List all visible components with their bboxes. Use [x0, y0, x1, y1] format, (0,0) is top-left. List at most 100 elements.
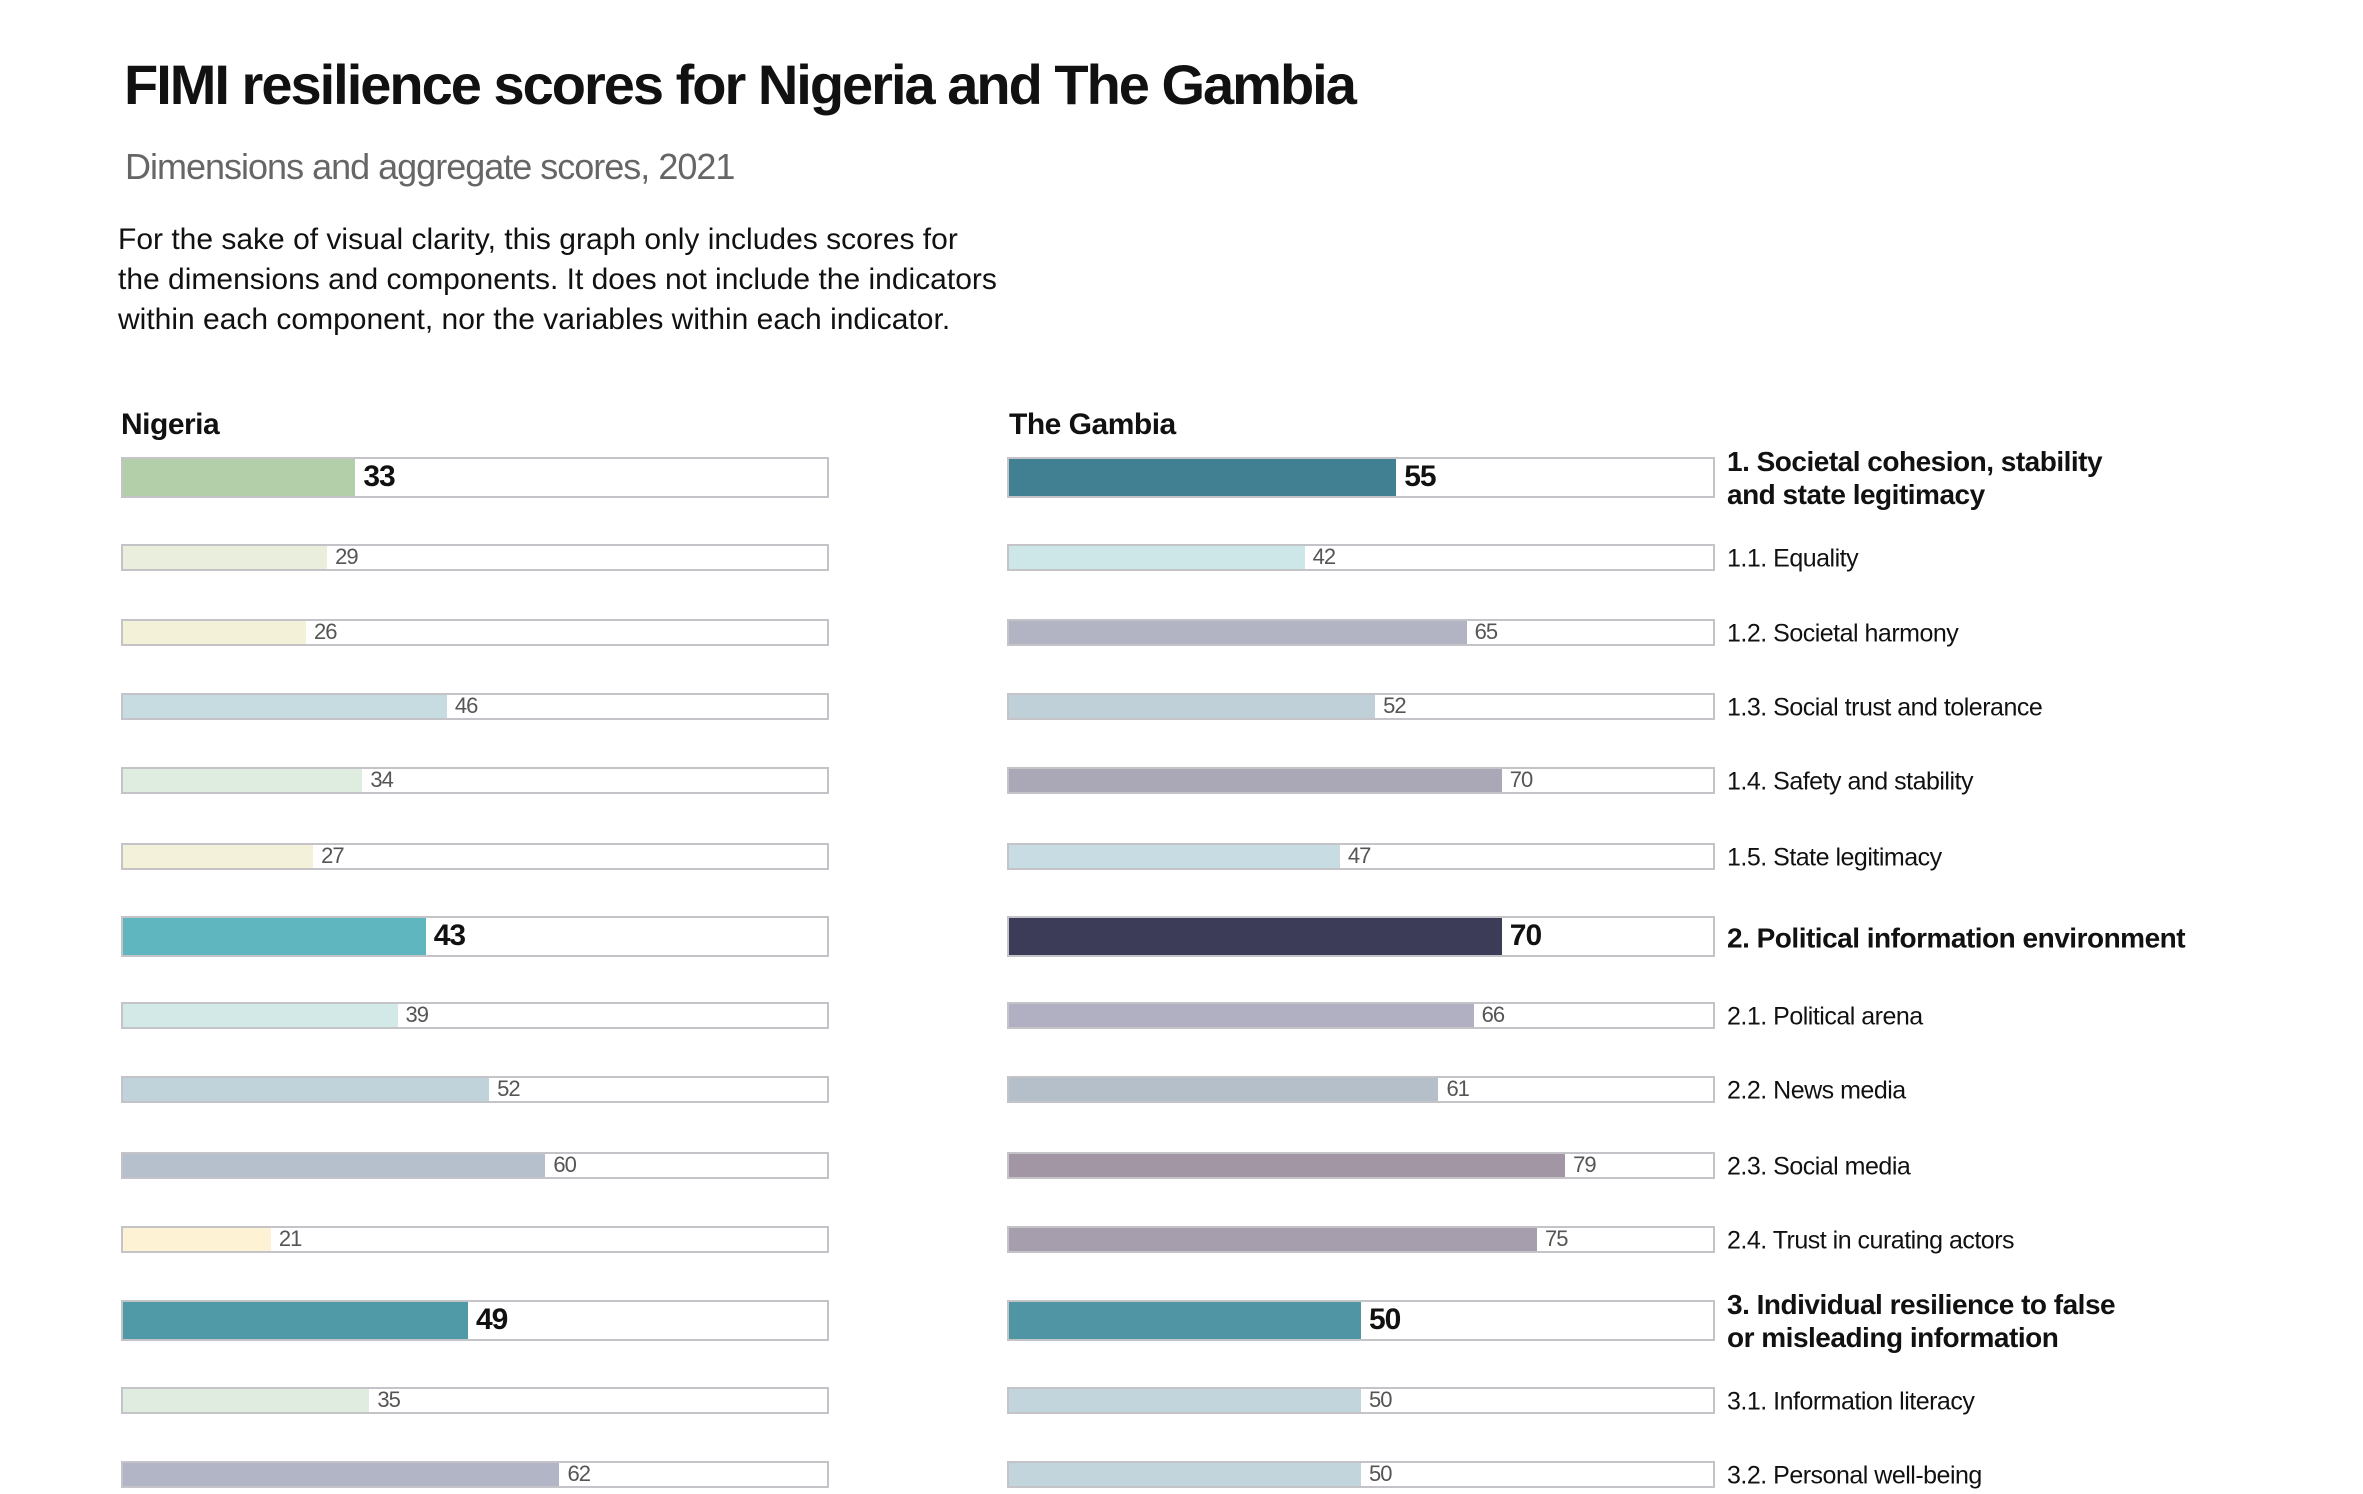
bar-gambia: [1009, 1003, 1474, 1027]
value-label: 42: [1312, 544, 1337, 569]
value-label: 27: [321, 843, 345, 868]
bar-gambia: [1009, 620, 1467, 644]
bar-track-gambia: 42: [1007, 543, 1715, 571]
bar-track-nigeria: 21: [121, 1225, 829, 1253]
bar-track-nigeria: 43: [121, 915, 829, 957]
value-label: 33: [363, 460, 395, 493]
value-label: 60: [553, 1152, 577, 1177]
bar-track-nigeria: 46: [121, 692, 829, 720]
value-label: 29: [335, 544, 359, 569]
category-label: 1. Societal cohesion, stability and stat…: [1727, 446, 2103, 510]
value-label: 39: [405, 1002, 430, 1027]
category-label: 1.5. State legitimacy: [1727, 843, 1942, 872]
value-label: 55: [1404, 460, 1436, 493]
bar-nigeria: [123, 1077, 490, 1101]
bar-track-gambia: 66: [1007, 1001, 1715, 1029]
bar-nigeria: [123, 917, 426, 955]
bar-gambia: [1009, 1227, 1537, 1251]
value-label: 66: [1481, 1002, 1506, 1027]
bar-nigeria: [123, 1462, 560, 1486]
value-label: 61: [1446, 1076, 1470, 1101]
category-label: 3. Individual resilience to false or mis…: [1727, 1289, 2116, 1353]
category-label: 2.2. News media: [1727, 1076, 1906, 1105]
bar-track-nigeria: 26: [121, 618, 829, 646]
bar-track-gambia: 75: [1007, 1225, 1715, 1253]
bar-gambia: [1009, 917, 1502, 955]
value-label: 26: [314, 619, 338, 644]
category-label: 1.3. Social trust and tolerance: [1727, 693, 2043, 722]
bar-gambia: [1009, 1301, 1361, 1339]
bar-track-nigeria: 35: [121, 1386, 829, 1414]
value-label: 46: [454, 693, 479, 718]
bar-nigeria: [123, 1153, 546, 1177]
panel-title-gambia: The Gambia: [1009, 408, 1176, 441]
bar-nigeria: [123, 694, 447, 718]
bar-gambia: [1009, 545, 1305, 569]
value-label: 62: [567, 1461, 591, 1486]
bar-track-gambia: 47: [1007, 842, 1715, 870]
value-label: 34: [370, 767, 394, 792]
bar-track-gambia: 50: [1007, 1386, 1715, 1414]
category-label: 2.3. Social media: [1727, 1152, 1911, 1181]
bar-nigeria: [123, 844, 314, 868]
bar-nigeria: [123, 1003, 398, 1027]
category-label: 2.1. Political arena: [1727, 1002, 1923, 1031]
bar-track-nigeria: 60: [121, 1151, 829, 1179]
bar-track-gambia: 65: [1007, 618, 1715, 646]
panel-title-nigeria: Nigeria: [121, 408, 220, 441]
bar-track-gambia: 55: [1007, 456, 1715, 498]
value-label: 50: [1369, 1461, 1393, 1486]
bar-gambia: [1009, 1462, 1361, 1486]
bar-track-nigeria: 52: [121, 1075, 829, 1103]
description-line: For the sake of visual clarity, this gra…: [118, 223, 958, 256]
value-label: 43: [433, 919, 466, 952]
bar-track-nigeria: 49: [121, 1299, 829, 1341]
value-label: 52: [1383, 693, 1407, 718]
bar-nigeria: [123, 768, 363, 792]
bar-track-nigeria: 34: [121, 766, 829, 794]
bar-track-gambia: 61: [1007, 1075, 1715, 1103]
bar-track-gambia: 52: [1007, 692, 1715, 720]
value-label: 79: [1573, 1152, 1597, 1177]
bar-nigeria: [123, 1388, 370, 1412]
value-label: 21: [278, 1226, 303, 1251]
bar-nigeria: [123, 545, 328, 569]
bar-track-nigeria: 62: [121, 1460, 829, 1488]
bar-track-nigeria: 33: [121, 456, 829, 498]
bar-gambia: [1009, 1388, 1361, 1412]
value-label: 35: [377, 1387, 401, 1412]
chart-subtitle: Dimensions and aggregate scores, 2021: [125, 146, 735, 187]
category-label: 2. Political information environment: [1727, 922, 2186, 954]
bar-track-nigeria: 27: [121, 842, 829, 870]
category-label: 1.4. Safety and stability: [1727, 767, 1973, 796]
value-label: 75: [1545, 1226, 1569, 1251]
bar-track-gambia: 70: [1007, 915, 1715, 957]
category-label: 3.1. Information literacy: [1727, 1387, 1975, 1416]
bar-gambia: [1009, 1153, 1566, 1177]
chart-title: FIMI resilience scores for Nigeria and T…: [124, 53, 1357, 116]
value-label: 70: [1509, 767, 1534, 792]
bar-gambia: [1009, 458, 1397, 496]
value-label: 49: [475, 1303, 508, 1336]
category-label: 3.2. Personal well-being: [1727, 1461, 1982, 1490]
bar-track-gambia: 79: [1007, 1151, 1715, 1179]
bar-nigeria: [123, 1227, 271, 1251]
description-line: within each component, nor the variables…: [118, 303, 951, 336]
category-label: 1.1. Equality: [1727, 544, 1859, 573]
bar-gambia: [1009, 844, 1340, 868]
value-label: 65: [1474, 619, 1499, 644]
bar-track-gambia: 50: [1007, 1460, 1715, 1488]
value-label: 47: [1347, 843, 1372, 868]
chart-description: For the sake of visual clarity, this gra…: [118, 220, 997, 340]
bar-track-gambia: 50: [1007, 1299, 1715, 1341]
value-label: 50: [1369, 1387, 1393, 1412]
bar-gambia: [1009, 768, 1502, 792]
bar-track-nigeria: 39: [121, 1001, 829, 1029]
value-label: 50: [1369, 1303, 1401, 1336]
bar-nigeria: [123, 458, 356, 496]
value-label: 70: [1509, 919, 1542, 952]
bar-nigeria: [123, 1301, 468, 1339]
bar-nigeria: [123, 620, 307, 644]
bar-track-nigeria: 29: [121, 543, 829, 571]
bar-track-gambia: 70: [1007, 766, 1715, 794]
